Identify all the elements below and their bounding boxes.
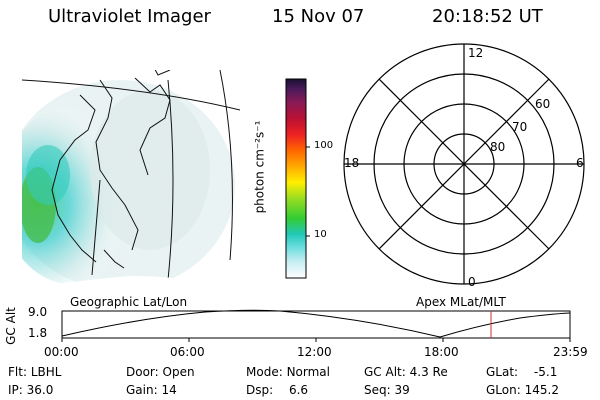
mlt-label-6: 6 bbox=[576, 156, 584, 170]
gain-label: Gain: bbox=[126, 383, 158, 397]
mlt-label-12: 12 bbox=[468, 46, 484, 60]
date-label: 15 Nov 07 bbox=[272, 6, 365, 27]
geographic-image-panel bbox=[22, 70, 241, 290]
geographic-label: Geographic Lat/Lon bbox=[70, 295, 188, 309]
door-status: Door: Open bbox=[126, 365, 195, 379]
mlt-label-0: 0 bbox=[468, 275, 476, 289]
xtick-1800: 18:00 bbox=[424, 345, 459, 359]
xtick-1200: 12:00 bbox=[297, 345, 332, 359]
dsp-value: 6.6 bbox=[288, 383, 309, 397]
lat-label-60: 60 bbox=[535, 97, 551, 111]
colorbar-unit-label: photon cm⁻²s⁻¹ bbox=[252, 120, 267, 214]
apex-label: Apex MLat/MLT bbox=[416, 295, 506, 309]
colorbar bbox=[285, 78, 307, 279]
flt-label: Flt: bbox=[8, 365, 27, 379]
seq-status: Seq: 39 bbox=[364, 383, 410, 397]
glat-value: -5.1 bbox=[533, 365, 558, 379]
xtick-2359: 23:59 bbox=[553, 345, 588, 359]
lat-label-70: 70 bbox=[512, 120, 528, 134]
door-label: Door: bbox=[126, 365, 159, 379]
mode-value: Normal bbox=[286, 365, 330, 379]
ip-label: IP: bbox=[8, 383, 23, 397]
seq-label: Seq: bbox=[364, 383, 391, 397]
ytick-9: 9.0 bbox=[28, 305, 48, 319]
door-value: Open bbox=[162, 365, 195, 379]
mode-status: Mode: Normal bbox=[246, 365, 330, 379]
glon-value: 145.2 bbox=[524, 383, 559, 397]
ip-value: 36.0 bbox=[26, 383, 54, 397]
time-label: 20:18:52 UT bbox=[432, 6, 543, 27]
flt-value: LBHL bbox=[30, 365, 62, 379]
mode-label: Mode: bbox=[246, 365, 283, 379]
altitude-plot bbox=[61, 309, 571, 342]
colorbar-tick-10: 10 bbox=[314, 229, 327, 240]
glon-status: GLon: 145.2 bbox=[486, 383, 559, 397]
glon-label: GLon: bbox=[486, 383, 521, 397]
dsp-label: Dsp: bbox=[246, 383, 274, 397]
glat-label: GLat: bbox=[486, 365, 519, 379]
ip-status: IP: 36.0 bbox=[8, 383, 53, 397]
mlt-label-18: 18 bbox=[344, 156, 360, 170]
colorbar-tick-100: 100 bbox=[314, 140, 334, 151]
glat-status: GLat: -5.1 bbox=[486, 365, 557, 379]
instrument-title: Ultraviolet Imager bbox=[48, 6, 211, 27]
gain-status: Gain: 14 bbox=[126, 383, 177, 397]
polar-plot bbox=[343, 43, 585, 285]
seq-value: 39 bbox=[394, 383, 410, 397]
lat-label-80: 80 bbox=[490, 140, 506, 154]
xtick-0000: 00:00 bbox=[44, 345, 79, 359]
ytick-1-8: 1.8 bbox=[28, 326, 48, 340]
gcalt-label: GC Alt: bbox=[364, 365, 406, 379]
gcalt-status: GC Alt: 4.3 Re bbox=[364, 365, 448, 379]
gcalt-value: 4.3 Re bbox=[409, 365, 448, 379]
dsp-status: Dsp: 6.6 bbox=[246, 383, 308, 397]
flt-status: Flt: LBHL bbox=[8, 365, 61, 379]
gc-alt-axis-label: GC Alt bbox=[3, 307, 18, 345]
xtick-0600: 06:00 bbox=[170, 345, 205, 359]
gain-value: 14 bbox=[161, 383, 177, 397]
